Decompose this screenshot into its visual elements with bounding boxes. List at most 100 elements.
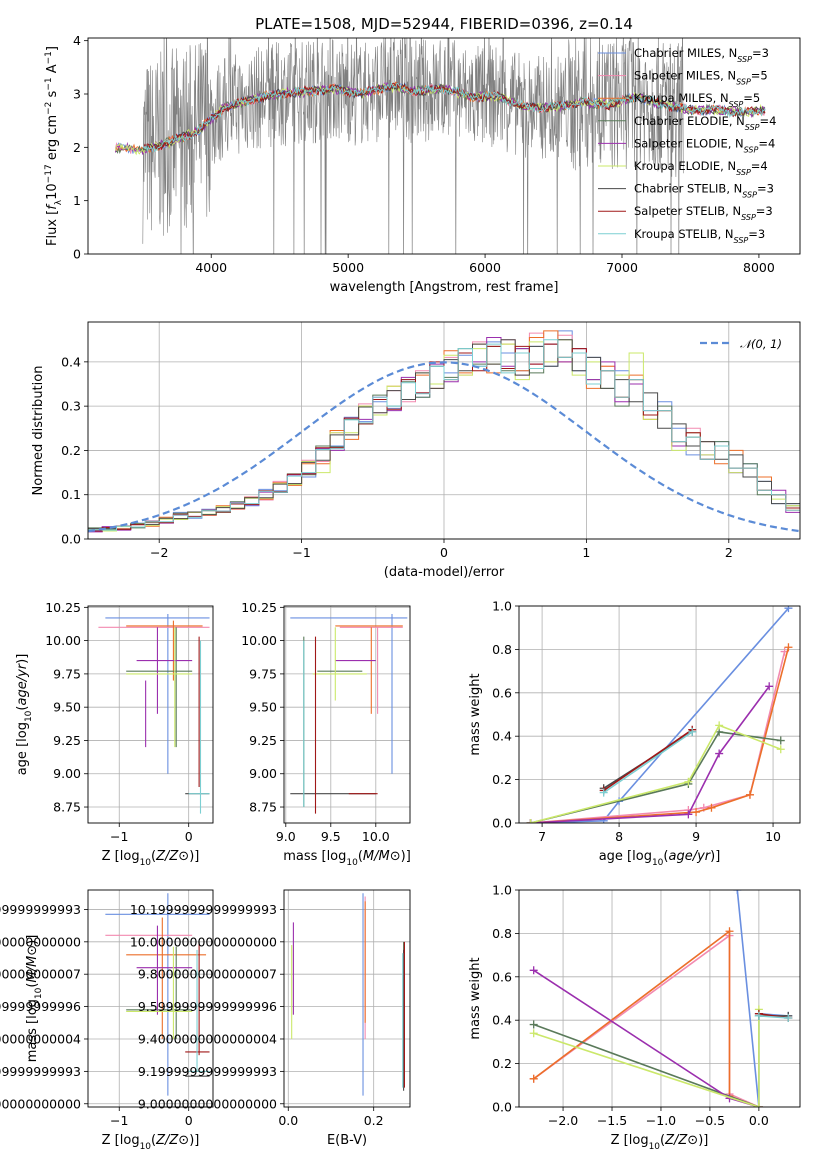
- axes-frame: [87, 321, 801, 540]
- y-axis-label: Normed distribution: [31, 366, 46, 496]
- series-point: [776, 736, 785, 745]
- x-tick-label: 10: [765, 829, 781, 844]
- series-point: [684, 810, 693, 819]
- y-tick-label: 1: [73, 193, 81, 208]
- tick-group: 0.0 0.2 9.0000000000000000 9.19999999999999…: [130, 902, 384, 1128]
- y-tick-label: 1.0: [492, 883, 512, 898]
- series-point: [526, 819, 535, 823]
- y-tick-label: 0: [73, 247, 81, 262]
- x-tick-label: −1: [292, 545, 310, 560]
- series-line: [533, 1009, 760, 1107]
- series-line: [603, 729, 693, 792]
- series-point: [715, 721, 724, 730]
- x-axis-label: (data-model)/error: [384, 565, 505, 580]
- legend-label: Chabrier STELIB, NSSP=3: [634, 182, 774, 200]
- series-line: [533, 969, 760, 1107]
- y-tick-label: 10.25: [241, 600, 277, 615]
- y-tick-label: 9.50: [249, 700, 277, 715]
- y-tick-label: 0.2: [492, 772, 512, 787]
- x-tick-label: 9.0: [276, 829, 296, 844]
- y-tick-label: 3: [73, 87, 81, 102]
- series-line: [736, 890, 789, 1107]
- series-point: [754, 1103, 763, 1107]
- y-tick-label: 9.8000000000000007: [138, 967, 277, 982]
- legend-label: Kroupa MILES, NSSP=5: [634, 91, 760, 109]
- series-point: [529, 1074, 538, 1083]
- y-tick-label: 10.00: [45, 633, 81, 648]
- y-tick-label: 0.4: [61, 354, 81, 369]
- y-tick-label: 9.8000000000000007: [0, 967, 81, 982]
- series-line: [530, 731, 781, 823]
- series-point: [692, 808, 701, 817]
- x-tick-label: 0: [185, 1113, 193, 1128]
- legend-label: Kroupa ELODIE, NSSP=4: [634, 159, 768, 177]
- axes-frame: [518, 605, 801, 824]
- series-point: [725, 927, 734, 936]
- y-tick-label: 0.8: [492, 926, 512, 941]
- x-axis-label: Z [log10(Z/Z⊙)]: [102, 1133, 200, 1152]
- series-point: [688, 727, 697, 736]
- series-line: [530, 607, 790, 823]
- x-tick-label: −1.0: [646, 1113, 676, 1128]
- y-tick-label: 1.0: [492, 599, 512, 614]
- axes-frame: [283, 605, 411, 824]
- x-tick-label: −1.5: [597, 1113, 627, 1128]
- x-axis-label: Z [log10(Z/Z⊙)]: [102, 849, 200, 868]
- y-tick-label: 0.4: [492, 1013, 512, 1028]
- x-tick-label: 2: [725, 545, 733, 560]
- series-point: [707, 803, 716, 812]
- y-axis-label: mass [log10(M/M⊙)]: [25, 935, 44, 1063]
- y-tick-label: 0.1: [61, 487, 81, 502]
- y-tick-label: 9.5999999999999996: [0, 999, 81, 1014]
- chart-title: PLATE=1508, MJD=52944, FIBERID=0396, z=0…: [255, 15, 633, 33]
- series-point: [745, 790, 754, 799]
- x-axis-label: E(B-V): [327, 1133, 367, 1148]
- model-spectrum-line: [142, 81, 766, 153]
- tick-group: −1 0 9.0000000000000000 9.1999999999999993 9…: [0, 902, 193, 1128]
- series-point: [529, 1020, 538, 1029]
- y-tick-label: 9.00: [53, 766, 81, 781]
- series-line: [603, 731, 693, 794]
- x-tick-label: −1: [110, 1113, 128, 1128]
- series-point: [784, 643, 793, 652]
- tick-group: −2.0 −1.5 −1.0 −0.5 0.0 0.0 0.2 0.4 0.6 0.8 1.0: [492, 883, 769, 1129]
- y-axis-label: mass weight: [468, 957, 483, 1039]
- axes-frame: [87, 889, 214, 1108]
- x-tick-label: 0.0: [749, 1113, 769, 1128]
- x-tick-label: 10.0: [362, 829, 390, 844]
- normal-reference-line: [88, 361, 800, 533]
- series-point: [776, 745, 785, 754]
- x-axis-label: Z [log10(Z/Z⊙)]: [611, 1133, 709, 1152]
- x-tick-label: 0.0: [278, 1113, 298, 1128]
- y-tick-label: 10.00: [241, 633, 277, 648]
- tick-group: 7 8 9 10 0.0 0.2 0.4 0.6 0.8 1.0: [492, 599, 781, 845]
- x-axis-label: mass [log10(M/M⊙)]: [283, 849, 411, 868]
- y-tick-label: 9.1999999999999993: [138, 1064, 277, 1079]
- series-point: [784, 1014, 793, 1023]
- y-tick-label: 9.1999999999999993: [0, 1064, 81, 1079]
- series-line: [530, 724, 782, 823]
- series-line: [533, 929, 760, 1107]
- y-tick-label: 0.6: [492, 969, 512, 984]
- y-tick-label: 9.50: [53, 700, 81, 715]
- x-tick-label: 8000: [743, 260, 775, 275]
- legend-label: Kroupa STELIB, NSSP=3: [634, 227, 765, 245]
- series-point: [754, 1011, 763, 1020]
- x-tick-label: 1: [582, 545, 590, 560]
- series-line: [758, 1015, 789, 1019]
- x-axis-label: wavelength [Angstrom, rest frame]: [330, 280, 559, 295]
- y-tick-label: 9.4000000000000004: [0, 1031, 81, 1046]
- axes-frame: [87, 605, 214, 824]
- x-tick-label: 0.2: [364, 1113, 384, 1128]
- y-tick-label: 0.0: [492, 1100, 512, 1115]
- y-tick-label: 0.2: [492, 1056, 512, 1071]
- y-tick-label: 9.4000000000000004: [138, 1031, 277, 1046]
- legend-label: 𝒩(0, 1): [740, 337, 782, 351]
- y-tick-label: 0.4: [492, 729, 512, 744]
- x-axis-label: age [log10(age/yr)]: [599, 849, 721, 868]
- y-tick-label: 9.25: [53, 733, 81, 748]
- series-point: [765, 682, 774, 691]
- y-tick-label: 9.75: [53, 666, 81, 681]
- y-tick-label: 0.0: [61, 532, 81, 547]
